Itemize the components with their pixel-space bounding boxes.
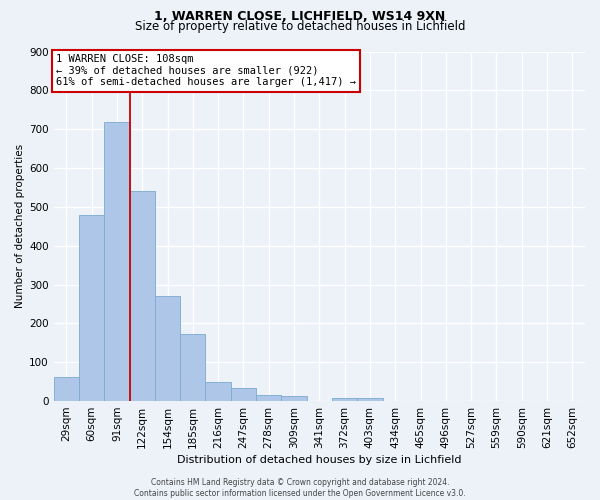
Y-axis label: Number of detached properties: Number of detached properties [15, 144, 25, 308]
Bar [180, 334, 205, 401]
Text: 1 WARREN CLOSE: 108sqm
← 39% of detached houses are smaller (922)
61% of semi-de: 1 WARREN CLOSE: 108sqm ← 39% of detached… [56, 54, 356, 88]
Bar [281, 396, 307, 401]
Text: 1, WARREN CLOSE, LICHFIELD, WS14 9XN: 1, WARREN CLOSE, LICHFIELD, WS14 9XN [154, 10, 446, 23]
Bar [231, 388, 256, 401]
Bar [357, 398, 383, 401]
Bar [130, 190, 155, 401]
Bar [104, 122, 130, 401]
Bar [205, 382, 231, 401]
Bar [332, 398, 357, 401]
Text: Size of property relative to detached houses in Lichfield: Size of property relative to detached ho… [135, 20, 465, 33]
Text: Contains HM Land Registry data © Crown copyright and database right 2024.
Contai: Contains HM Land Registry data © Crown c… [134, 478, 466, 498]
Bar [256, 395, 281, 401]
Bar [155, 296, 180, 401]
Bar [79, 214, 104, 401]
X-axis label: Distribution of detached houses by size in Lichfield: Distribution of detached houses by size … [177, 455, 461, 465]
Bar [53, 377, 79, 401]
